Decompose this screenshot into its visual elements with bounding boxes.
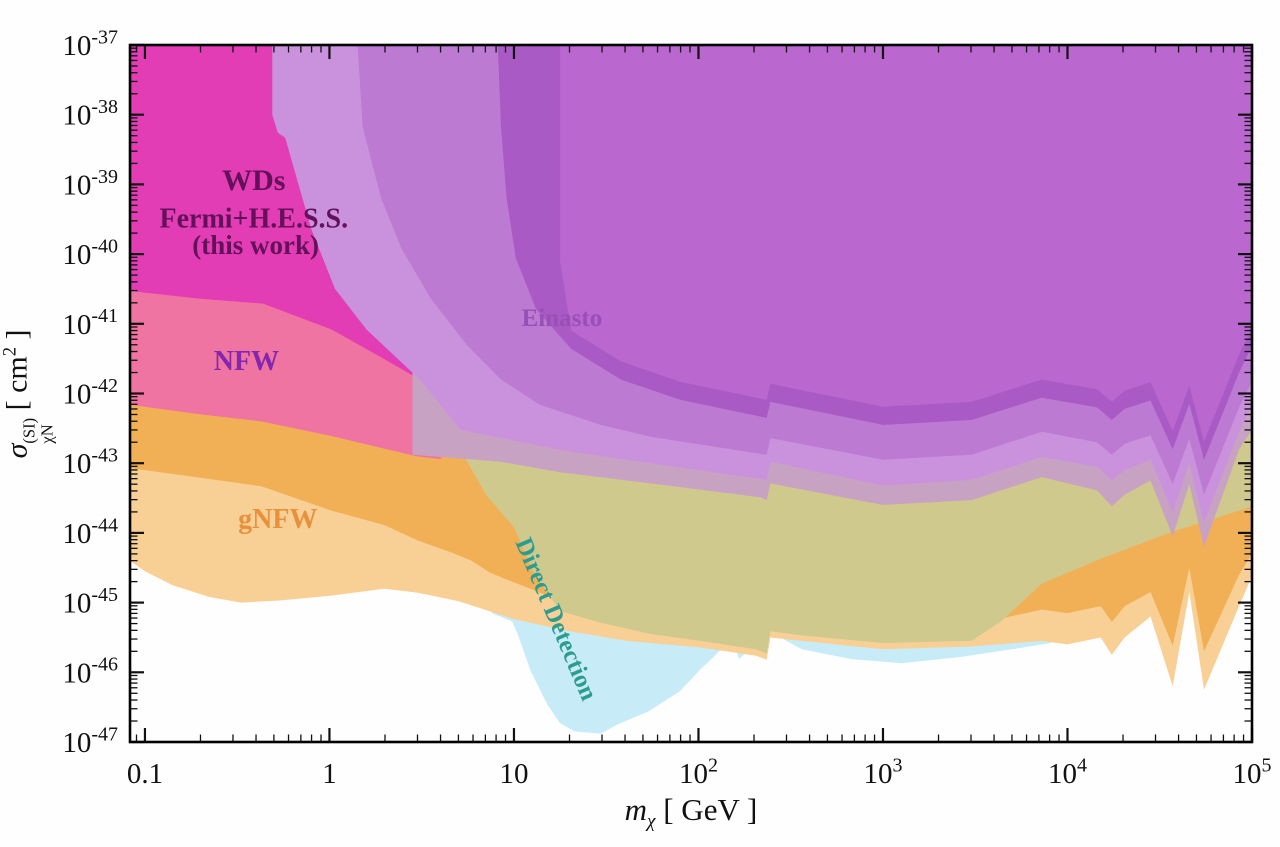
y-tick-10^-40: 10-40 [62,236,118,272]
label-this-work: (this work) [192,230,319,260]
label-einasto: Einasto [522,305,603,332]
y-tick-10^-41: 10-41 [62,305,118,341]
x-tick-labels: 0.1 1 10 102 103 104 105 [127,754,1272,790]
y-tick-10^-44: 10-44 [62,514,118,550]
x-tick-10^4: 104 [1048,754,1087,790]
y-tick-10^-43: 10-43 [62,445,118,481]
label-fermi-hess: Fermi+H.E.S.S. [159,204,348,235]
x-axis-label-text: mχ [ GeV ] [624,792,758,833]
x-tick-1: 1 [322,758,337,790]
y-tick-10^-37: 10-37 [62,26,118,62]
x-axis-label: mχ [ GeV ] [130,792,1252,833]
label-nfw: NFW [214,346,279,377]
y-axis-label-text: σ (SI) χN [ cm2 ] [0,329,56,459]
regions [130,45,1252,734]
y-tick-labels: 10-37 10-38 10-39 10-40 10-41 10-42 10-43 10-44… [62,26,118,759]
y-tick-10^-38: 10-38 [62,96,118,132]
y-tick-10^-47: 10-47 [62,723,118,759]
label-gnfw: gNFW [238,504,317,535]
y-tick-10^-39: 10-39 [62,166,118,202]
x-tick-0.1: 0.1 [127,758,163,790]
label-wds: WDs [222,164,285,197]
y-tick-10^-45: 10-45 [62,584,118,620]
y-tick-10^-42: 10-42 [62,375,118,411]
x-tick-10^3: 103 [863,754,902,790]
x-tick-10: 10 [499,758,528,790]
x-tick-10^5: 105 [1233,754,1272,790]
y-axis-label: σ (SI) χN [ cm2 ] [0,0,56,788]
region-overlap-olive [460,428,1252,654]
x-tick-10^2: 102 [679,754,718,790]
plot-border [128,43,1254,744]
region-einasto-main [560,45,1252,442]
y-tick-10^-46: 10-46 [62,654,118,690]
